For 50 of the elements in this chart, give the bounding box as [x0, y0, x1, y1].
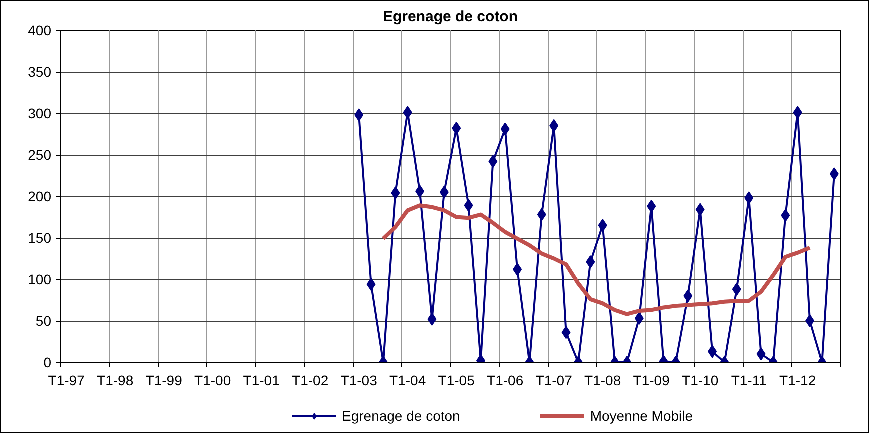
point	[354, 108, 364, 122]
line-series	[381, 204, 812, 316]
point	[781, 209, 790, 222]
x-tick-label: T1-11	[731, 372, 768, 388]
x-tick-label: T1-04	[390, 372, 426, 388]
point	[440, 186, 449, 199]
point	[500, 122, 510, 136]
legend-label: Moyenne Mobile	[590, 408, 694, 424]
x-tick-label: T1-12	[780, 372, 816, 388]
point	[366, 278, 376, 291]
point	[732, 282, 742, 296]
y-tick-label: 150	[28, 230, 52, 246]
point	[586, 256, 596, 269]
chart-title: Egrenage de coton	[382, 8, 518, 26]
x-tick-label: T1-03	[340, 372, 378, 388]
y-tick-label: 100	[28, 272, 52, 288]
point	[416, 185, 425, 198]
x-tick-label: T1-99	[146, 372, 183, 388]
y-tick-label: 250	[28, 147, 52, 163]
point	[452, 122, 462, 135]
x-tick-label: T1-08	[584, 372, 622, 388]
point	[830, 168, 839, 181]
x-tick-label: T1-09	[633, 372, 670, 388]
x-tick-label: T1-06	[487, 372, 524, 388]
x-tick-label: T1-07	[536, 372, 573, 388]
y-tick-label: 350	[28, 64, 52, 80]
y-tick-label: 200	[28, 188, 52, 204]
x-tick-label: T1-10	[682, 372, 719, 388]
x-tick-label: T1-00	[194, 372, 232, 388]
y-tick-label: 300	[28, 106, 52, 122]
y-tick-label: 50	[36, 313, 52, 329]
x-tick-label: T1-97	[48, 372, 86, 388]
x-tick-label: T1-01	[243, 372, 280, 388]
point	[537, 208, 546, 222]
x-tick-label: T1-05	[438, 372, 476, 388]
x-tick-label: T1-98	[97, 372, 134, 388]
point	[391, 186, 400, 200]
x-tick-label: T1-02	[292, 372, 329, 388]
y-tick-label: 0	[44, 354, 52, 370]
point	[647, 200, 656, 213]
y-tick-label: 400	[28, 22, 52, 38]
legend-label: Egrenage de coton	[342, 408, 460, 424]
point	[403, 106, 412, 120]
point	[464, 199, 474, 212]
point	[793, 106, 802, 120]
point	[550, 119, 559, 132]
point	[598, 219, 608, 232]
point	[744, 192, 754, 205]
point	[488, 155, 498, 168]
point	[696, 203, 705, 216]
